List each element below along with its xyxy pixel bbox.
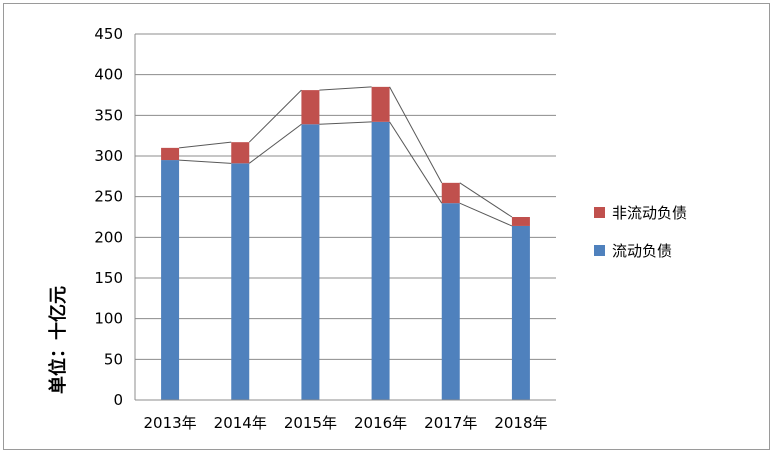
series-line [389, 86, 443, 184]
y-tick-label: 200 [94, 228, 123, 246]
legend-label: 非流动负债 [612, 204, 687, 222]
gridlines [135, 33, 556, 360]
x-tick-label: 2015年 [284, 414, 337, 432]
y-axis-label: 单位：十亿元 [47, 286, 69, 394]
bar-noncurrent [161, 147, 180, 161]
bar-current [511, 225, 530, 400]
series-line [389, 121, 443, 204]
series-line [179, 159, 232, 164]
y-tick-label: 100 [94, 310, 123, 328]
bars [161, 86, 530, 400]
x-tick-label: 2016年 [354, 414, 407, 432]
series-lines [179, 86, 513, 227]
series-line [319, 86, 372, 91]
bar-current [441, 203, 460, 400]
y-tick-label: 350 [94, 106, 123, 124]
x-tick-label: 2018年 [494, 414, 547, 432]
series-line [319, 121, 372, 125]
bar-noncurrent [371, 86, 390, 122]
legend-label: 流动负债 [612, 242, 672, 260]
x-tick-labels: 2013年 2014年 2015年 2016年 2017年 2018年 [143, 414, 547, 432]
series-line [179, 141, 232, 149]
series-line [459, 202, 513, 227]
y-tick-labels: 0 50 100 150 200 250 300 350 400 450 [94, 25, 123, 409]
x-tick-label: 2017年 [424, 414, 477, 432]
y-tick-label: 150 [94, 269, 123, 287]
axes [134, 34, 556, 401]
bar-noncurrent [441, 182, 460, 204]
y-tick-label: 50 [104, 350, 123, 368]
bar-current [161, 160, 180, 400]
y-tick-label: 450 [94, 25, 123, 43]
legend-swatch [594, 245, 605, 256]
bar-current [231, 163, 250, 400]
bar-current [301, 124, 320, 400]
bar-noncurrent [301, 90, 320, 125]
y-tick-label: 300 [94, 147, 123, 165]
bar-current [371, 121, 390, 400]
bar-noncurrent [231, 142, 250, 164]
x-tick-label: 2014年 [214, 414, 267, 432]
series-line [459, 182, 513, 218]
bar-noncurrent [511, 217, 530, 226]
series-line [248, 123, 302, 164]
y-tick-label: 0 [113, 391, 123, 409]
x-tick-label: 2013年 [143, 414, 196, 432]
series-line [248, 89, 302, 143]
y-tick-label: 250 [94, 188, 123, 206]
y-tick-label: 400 [94, 66, 123, 84]
legend-swatch [594, 207, 605, 218]
